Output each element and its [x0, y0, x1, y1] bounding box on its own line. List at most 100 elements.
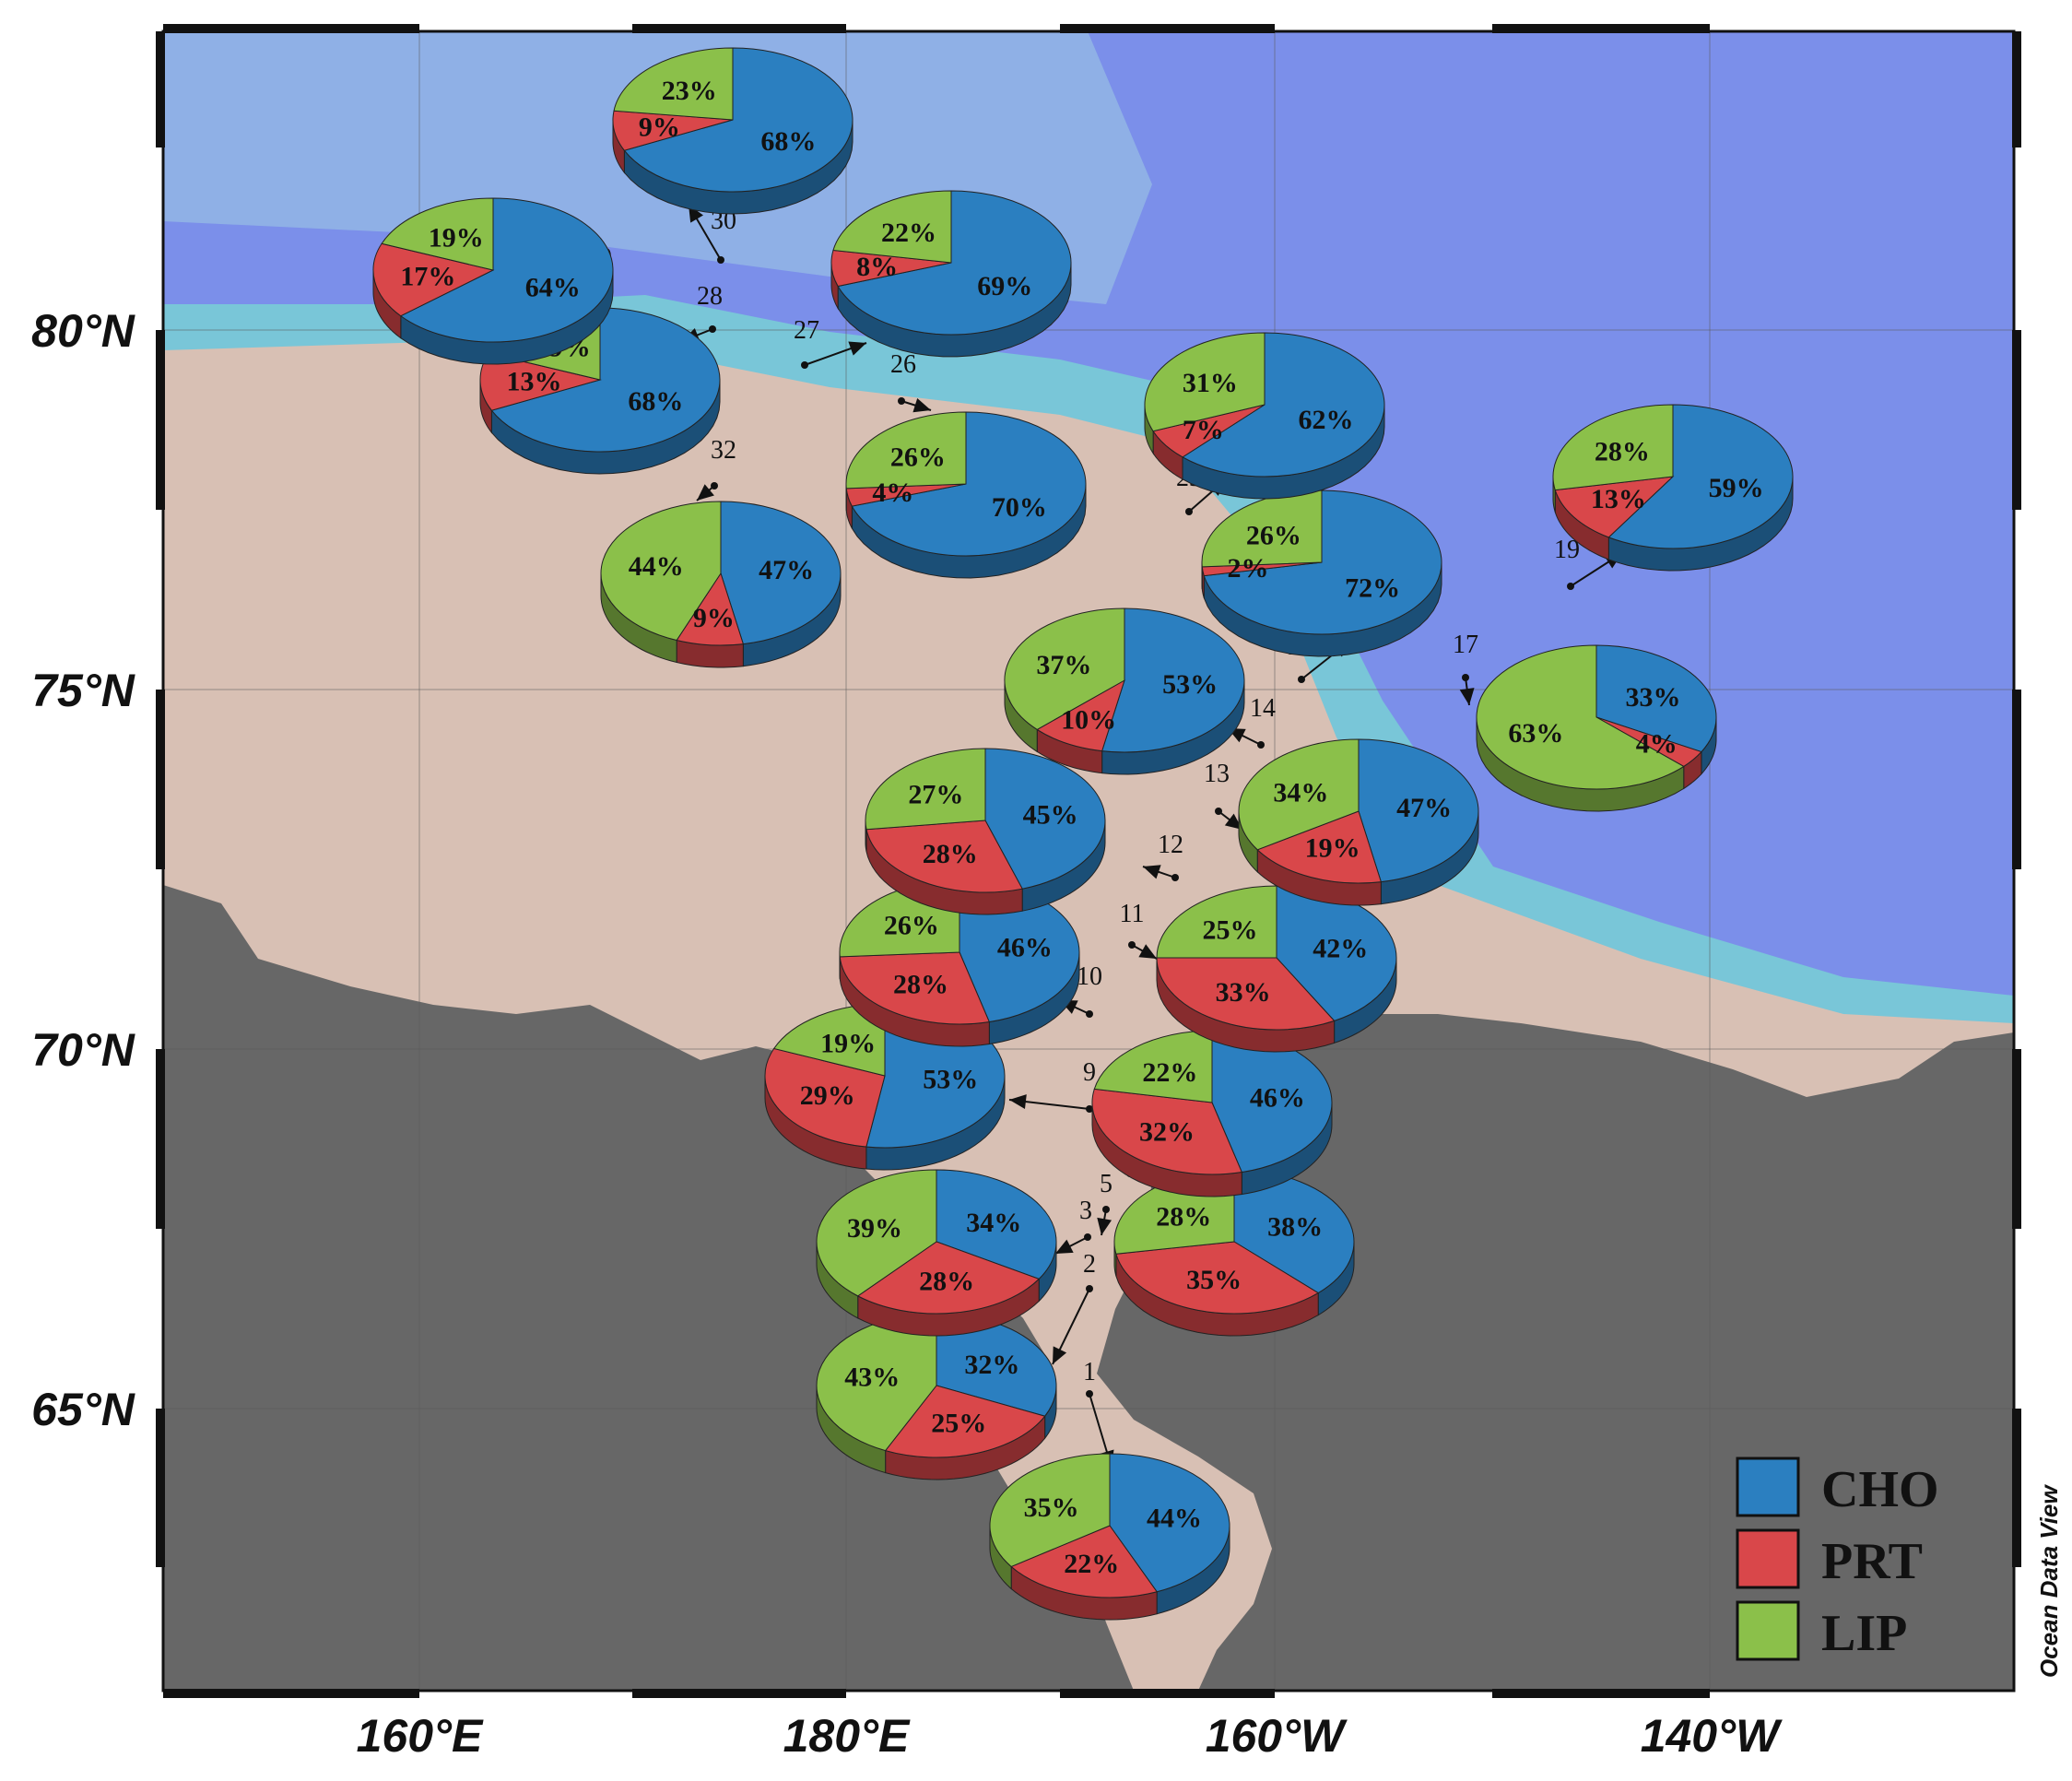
lon-label: 160°E — [357, 1710, 484, 1762]
pie-station-30: 68% 9% 23% — [612, 47, 854, 215]
pie-label-lip: 39% — [847, 1213, 902, 1244]
pie-station-32: 47% 9% 44% — [600, 501, 842, 668]
pie-station-2: 32% 25% 43% — [816, 1313, 1057, 1480]
pie-slice-cho — [936, 1169, 1057, 1280]
pie-station-5: 38% 35% 28% — [1113, 1169, 1355, 1337]
station-dot — [1185, 508, 1193, 515]
station-label: 1 — [1083, 1358, 1096, 1386]
pie-label-lip: 43% — [844, 1362, 900, 1393]
pie-slice-prt — [1156, 957, 1336, 1031]
pie-slice-cho — [399, 197, 614, 343]
station-label: 12 — [1158, 831, 1183, 859]
pie-station-3: 34% 28% 39% — [816, 1169, 1057, 1337]
pie-slice-cho — [490, 307, 721, 453]
pie-station-26: 70% 4% 26% — [845, 411, 1087, 579]
pie-station-15: 72% 2%26% — [1201, 489, 1442, 657]
pie-label-cho: 53% — [923, 1064, 978, 1094]
pie-slice-cho — [1607, 404, 1794, 549]
station-label: 14 — [1250, 694, 1276, 723]
frame-tick-right — [2012, 1049, 2021, 1229]
pie-slice-prt — [1010, 1525, 1158, 1598]
pie-slice-lip — [1156, 885, 1277, 959]
station-label: 3 — [1079, 1197, 1092, 1225]
pie-label-prt: 22% — [1064, 1549, 1119, 1579]
pie-label-cho: 34% — [966, 1208, 1021, 1238]
pie-label-prt: 4% — [1636, 728, 1678, 759]
pie-label-prt: 2% — [1228, 553, 1269, 584]
legend-label-cho: CHO — [1821, 1461, 1939, 1518]
arrow-head — [1143, 865, 1161, 879]
pie-label-lip: 26% — [1246, 521, 1301, 551]
station-dot — [1215, 808, 1222, 815]
pie-slice-cho — [1358, 738, 1479, 883]
land-alaska — [1097, 1014, 2014, 1691]
pie-label-cho: 59% — [1709, 473, 1764, 503]
station-dot — [1084, 1233, 1091, 1241]
pie-label-lip: 35% — [1024, 1492, 1079, 1523]
frame-ticks — [156, 24, 2021, 1698]
lat-label: 75°N — [31, 665, 135, 716]
lon-label: 160°W — [1206, 1710, 1348, 1762]
station-label: 26 — [890, 350, 916, 379]
station-dot — [1257, 741, 1265, 749]
pie-slice-lip — [600, 501, 722, 642]
pie-slice-cho — [623, 47, 854, 193]
pie-label-lip: 28% — [1595, 437, 1650, 467]
legend-label-lip: LIP — [1821, 1605, 1907, 1662]
pie-label-lip: 25% — [1202, 915, 1257, 946]
pie-label-prt: 10% — [1061, 704, 1116, 735]
arrow-head — [697, 484, 714, 501]
pie-slice-cho — [837, 190, 1072, 336]
pie-slice-cho — [1101, 607, 1245, 753]
pie-label-prt: 28% — [919, 1266, 974, 1296]
station-dot — [1128, 941, 1136, 949]
pie-label-lip: 26% — [890, 442, 946, 473]
pie-slice-lip — [381, 197, 494, 271]
pie-label-prt: 35% — [1186, 1265, 1242, 1295]
legend: CHO PRT LIP — [1736, 1457, 1939, 1662]
pie-station-27: 69% 8% 22% — [830, 190, 1072, 358]
legend-swatch-prt — [1736, 1528, 1800, 1589]
station-dot — [1086, 1285, 1093, 1292]
frame-tick-top — [632, 24, 846, 33]
arrow-head — [1097, 1217, 1113, 1235]
frame-tick-top — [1492, 24, 1710, 33]
legend-label-prt: PRT — [1821, 1533, 1923, 1590]
arrow-head — [1459, 688, 1475, 705]
pie-slice-prt — [839, 951, 991, 1025]
map-background — [163, 31, 2014, 1691]
pie-label-lip: 37% — [1036, 650, 1091, 680]
pie-slice-cho — [1182, 332, 1385, 478]
pie-label-lip: 28% — [1156, 1201, 1211, 1232]
station-label: 11 — [1120, 900, 1145, 928]
pie-slice-prt — [865, 820, 1023, 893]
pie-slice-cho — [720, 501, 842, 645]
pie-label-lip: 63% — [1508, 718, 1563, 749]
pie-slice-lip — [816, 1169, 937, 1297]
pie-label-prt: 9% — [639, 112, 680, 143]
pie-slice-lip — [1004, 607, 1125, 730]
frame-tick-right — [2012, 330, 2021, 510]
frame-tick-top — [1060, 24, 1275, 33]
station-label: 13 — [1204, 760, 1230, 788]
station-label: 32 — [711, 436, 736, 465]
pie-slice-prt — [884, 1385, 1046, 1458]
pie-station-17: 33% 4% 63% — [1476, 644, 1717, 812]
pie-slice-lip — [1144, 332, 1266, 432]
pie-label-lip: 19% — [820, 1028, 876, 1058]
station-dot — [1086, 1105, 1093, 1113]
pie-label-lip: 19% — [429, 223, 484, 254]
station-dot — [801, 361, 808, 369]
frame-tick-right — [2012, 1409, 2021, 1567]
pie-label-prt: 7% — [1183, 415, 1224, 445]
station-label: 10 — [1077, 962, 1102, 991]
station-label: 5 — [1100, 1170, 1113, 1198]
pie-slice-lip — [1552, 404, 1674, 491]
pie-label-cho: 46% — [997, 933, 1053, 963]
pie-slice-lip — [845, 411, 967, 489]
frame-tick-left — [156, 330, 165, 510]
arrow-head — [1138, 944, 1157, 959]
pie-slice-cho — [851, 411, 1087, 557]
arrow-head — [848, 341, 866, 356]
lon-label: 180°E — [783, 1710, 911, 1762]
